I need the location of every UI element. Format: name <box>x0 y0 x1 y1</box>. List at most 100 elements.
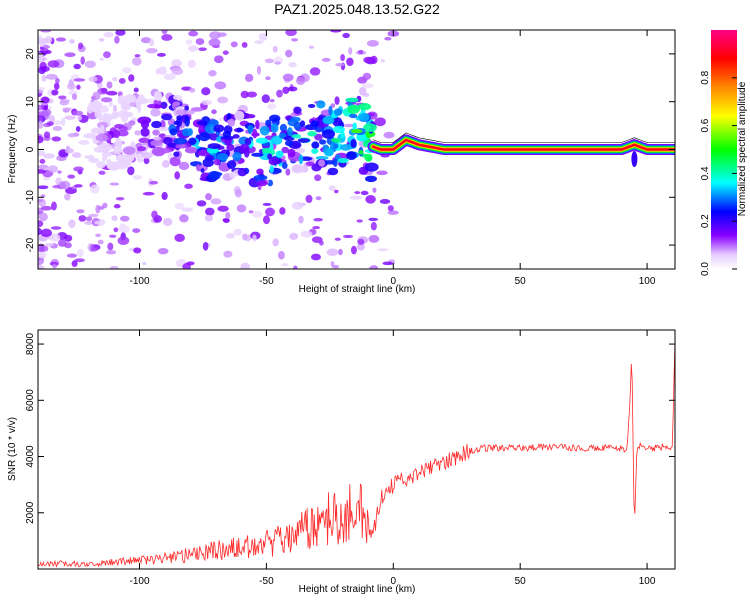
spectrogram-ridge-blob <box>311 148 319 154</box>
spectrogram-noise-blob <box>138 137 151 144</box>
spectrogram-ridge-blob <box>113 129 121 139</box>
spectrogram-noise-blob <box>40 30 52 33</box>
spectrogram-noise-blob <box>282 73 294 82</box>
spectrogram-noise-blob <box>310 253 321 261</box>
spectrogram-noise-blob <box>38 265 45 269</box>
spectrogram-noise-blob <box>188 45 199 52</box>
spectrogram-noise-blob <box>179 214 189 223</box>
spectrogram-ridge-blob <box>307 131 317 137</box>
figure-title: PAZ1.2025.048.13.52.G22 <box>274 1 440 17</box>
spectrogram-noise-blob <box>181 207 194 212</box>
spectrogram-ridge-blob <box>90 127 102 135</box>
spectrogram-noise-blob <box>383 131 395 139</box>
spectrogram-ridge-blob <box>365 175 377 183</box>
spectrogram-noise-blob <box>40 228 52 238</box>
spectrogram-noise-blob <box>38 116 44 121</box>
spectrogram-ridge-blob <box>95 133 109 142</box>
spectrogram-ridge-blob <box>347 104 360 114</box>
spectrogram-noise-blob <box>162 159 170 168</box>
spectrogram-y-tick-label: 10 <box>25 96 36 108</box>
spectrogram-noise-blob <box>340 54 345 62</box>
spectrogram-noise-blob <box>214 81 227 90</box>
spectrogram-noise-blob <box>113 204 121 209</box>
spectrogram-noise-blob <box>38 243 45 253</box>
spectrogram-ridge-blob <box>114 124 125 129</box>
spectrogram-noise-blob <box>142 261 147 266</box>
spectrogram-ridge-blob <box>256 168 264 175</box>
spectrogram-noise-blob <box>76 209 85 214</box>
spectrogram-noise-blob <box>38 135 44 144</box>
spectrogram-noise-blob <box>184 183 193 189</box>
spectrogram-ridge-blob <box>232 134 240 139</box>
spectrogram-ridge-blob <box>153 136 162 141</box>
spectrogram-noise-blob <box>103 51 111 59</box>
spectrogram-ridge-blob <box>253 174 268 181</box>
spectrogram-ridge-blob <box>184 105 190 111</box>
spectrogram-noise-blob <box>105 250 117 255</box>
spectrogram-noise-blob <box>369 265 379 269</box>
spectrogram-noise-blob <box>270 99 275 103</box>
spectrogram-noise-blob <box>163 73 176 81</box>
spectrogram-noise-blob <box>78 140 90 145</box>
spectrogram-noise-blob <box>174 233 185 243</box>
spectrogram-noise-blob <box>132 175 143 180</box>
spectrogram-ridge-blob <box>252 128 258 139</box>
spectrogram-noise-blob <box>261 94 270 104</box>
spectrogram-noise-blob <box>77 115 82 121</box>
spectrogram-noise-blob <box>305 194 313 204</box>
colorbar-gradient <box>711 30 737 269</box>
spectrogram-noise-blob <box>188 30 199 37</box>
spectrogram-ridge-blob <box>160 113 173 121</box>
spectrogram-noise-blob <box>46 165 58 171</box>
spectrogram-ridge-blob <box>101 155 108 162</box>
snr-x-tick-label: 0 <box>391 576 397 587</box>
spectrogram-noise-blob <box>202 241 209 251</box>
spectrogram-noise-blob <box>133 247 142 254</box>
snr-series-line <box>38 344 675 568</box>
spectrogram-ridge-blob <box>268 157 279 166</box>
snr-y-tick-label: 2000 <box>25 501 36 524</box>
snr-y-ticks: 2000 4000 6000 8000 <box>25 332 675 524</box>
spectrogram-noise-blob <box>201 99 212 106</box>
spectrogram-noise-blob <box>314 133 323 141</box>
spectrogram-ridge-blob <box>224 138 232 146</box>
spectrogram-noise-blob <box>186 261 195 266</box>
spectrogram-noise-blob <box>217 205 229 212</box>
spectrogram-noise-blob <box>291 38 299 42</box>
spectrogram-noise-blob <box>361 83 374 89</box>
spectrogram-ridge-blob <box>358 149 364 155</box>
spectrogram-noise-blob <box>210 198 222 205</box>
spectrogram-ridge-blob <box>151 120 162 129</box>
spectrogram-ridge-blob <box>333 158 338 167</box>
spectrogram-noise-blob <box>288 62 297 68</box>
spectrogram-noise-blob <box>85 216 93 222</box>
spectrogram-noise-blob <box>272 45 278 53</box>
spectrogram-noise-blob <box>374 117 386 127</box>
spectrogram-noise-blob <box>94 220 103 225</box>
spectrogram-ridge-blob <box>358 112 370 122</box>
spectrogram-ridge-blob <box>297 138 311 143</box>
spectrogram-noise-blob <box>254 40 264 44</box>
spectrogram-x-tick-label: 100 <box>639 276 656 287</box>
spectrogram-noise-blob <box>309 67 321 76</box>
spectrogram-noise-blob <box>44 243 55 247</box>
spectrogram-noise-blob <box>38 198 44 203</box>
spectrogram-ridge-blob <box>333 143 339 149</box>
spectrogram-noise-blob <box>100 87 108 94</box>
spectrogram-noise-blob <box>118 77 126 84</box>
spectrogram-noise-blob <box>74 184 83 188</box>
snr-x-axis-label: Height of straight line (km) <box>299 584 416 595</box>
spectrogram-noise-blob <box>132 228 141 233</box>
spectrogram-noise-blob <box>115 30 126 36</box>
spectrogram-ridge-blob <box>356 136 370 141</box>
spectrogram-noise-blob <box>43 131 51 139</box>
spectrogram-noise-blob <box>225 211 231 220</box>
spectrogram-noise-blob <box>217 96 229 104</box>
spectrogram-noise-blob <box>41 74 47 82</box>
spectrogram-noise-blob <box>40 205 53 211</box>
spectrogram-ridge-blob <box>113 145 123 155</box>
spectrogram-ridge-blob <box>99 142 113 153</box>
spectrogram-noise-blob <box>281 146 290 154</box>
spectrogram-ridge-blob <box>117 129 129 137</box>
spectrogram-noise-blob <box>47 60 60 68</box>
